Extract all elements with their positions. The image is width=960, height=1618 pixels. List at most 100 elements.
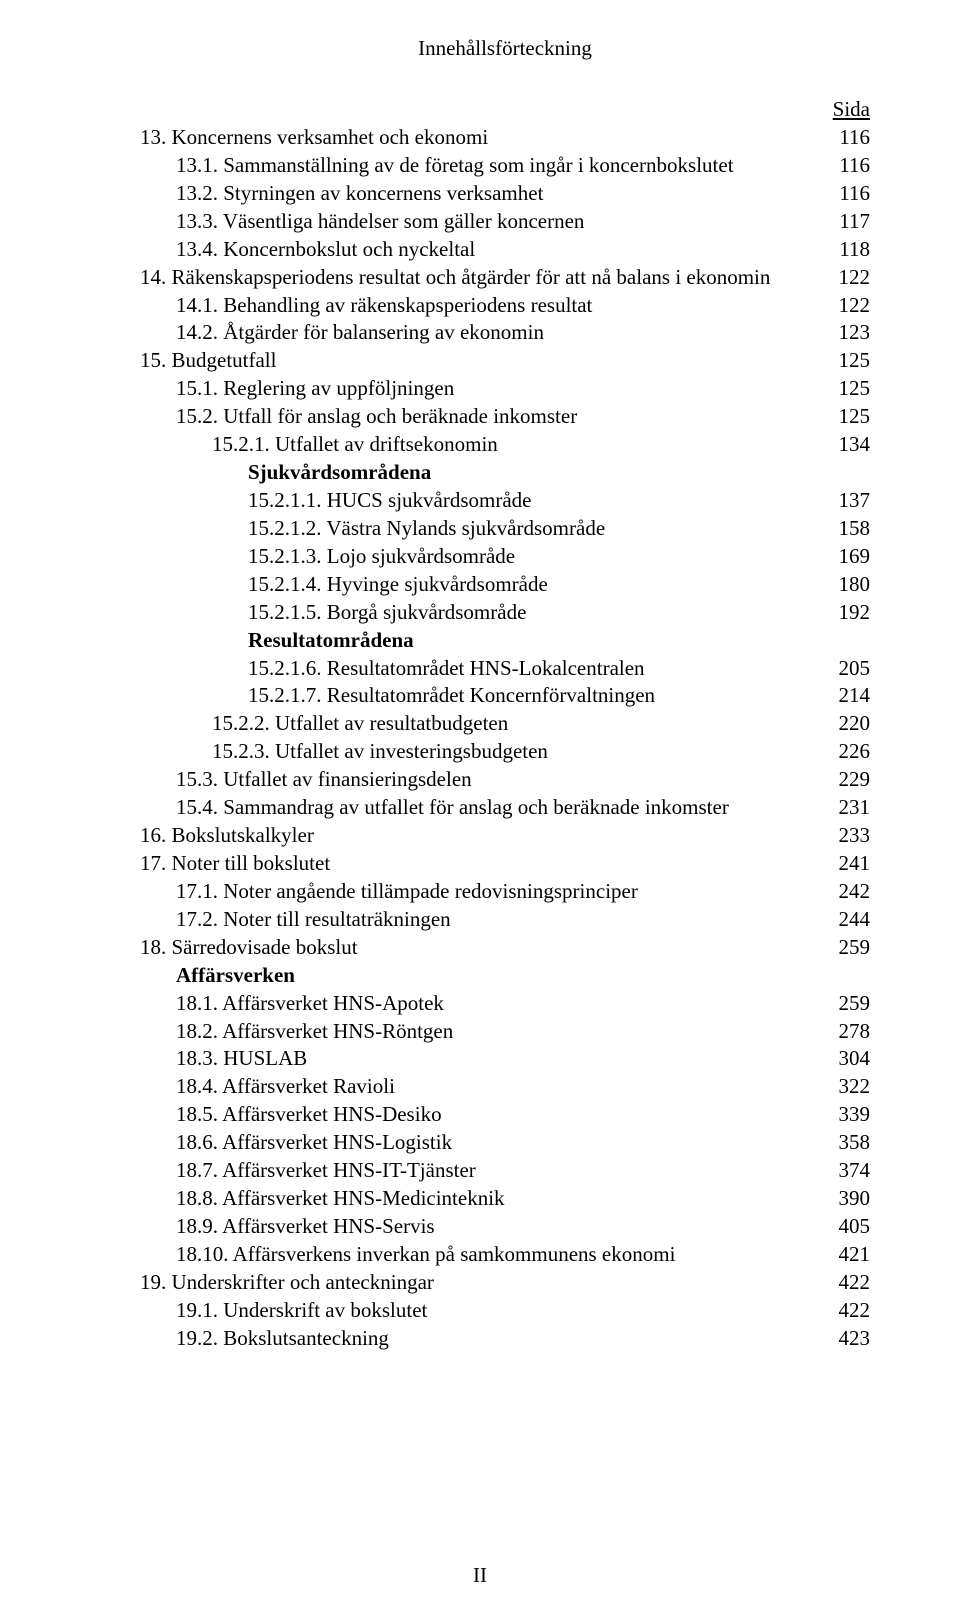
toc-entry-page: 422 (814, 1297, 870, 1325)
toc-entry-label: 15.2.1.6. Resultatområdet HNS-Lokalcentr… (140, 655, 814, 683)
toc-entry-label: Affärsverken (140, 962, 814, 990)
toc-entry-label: 18.4. Affärsverket Ravioli (140, 1073, 814, 1101)
toc-entry-page: 233 (814, 822, 870, 850)
toc-entry-page: 304 (814, 1045, 870, 1073)
toc-row: 18.10. Affärsverkens inverkan på samkomm… (140, 1241, 870, 1269)
toc-entry-page: 214 (814, 682, 870, 710)
toc-row: 18.4. Affärsverket Ravioli322 (140, 1073, 870, 1101)
toc-entry-page: 205 (814, 655, 870, 683)
toc-entry-label: 15.2.1.5. Borgå sjukvårdsområde (140, 599, 814, 627)
toc-entry-page: 405 (814, 1213, 870, 1241)
page-column-header: Sida (140, 97, 870, 122)
toc-row: 17.2. Noter till resultaträkningen244 (140, 906, 870, 934)
toc-entry-page: 226 (814, 738, 870, 766)
toc-entry-page: 169 (814, 543, 870, 571)
toc-row: 14. Räkenskapsperiodens resultat och åtg… (140, 264, 870, 292)
toc-entry-label: 19.1. Underskrift av bokslutet (140, 1297, 814, 1325)
toc-entry-label: 18.5. Affärsverket HNS-Desiko (140, 1101, 814, 1129)
toc-row: 16. Bokslutskalkyler233 (140, 822, 870, 850)
toc-row: 13.1. Sammanställning av de företag som … (140, 152, 870, 180)
toc-entry-label: 15.2.1.7. Resultatområdet Koncernförvalt… (140, 682, 814, 710)
toc-entry-label: 13.2. Styrningen av koncernens verksamhe… (140, 180, 814, 208)
toc-entry-label: 13. Koncernens verksamhet och ekonomi (140, 124, 814, 152)
toc-row: 19.1. Underskrift av bokslutet422 (140, 1297, 870, 1325)
toc-entry-page: 220 (814, 710, 870, 738)
toc-row: 13. Koncernens verksamhet och ekonomi116 (140, 124, 870, 152)
toc-row: 19.2. Bokslutsanteckning423 (140, 1325, 870, 1353)
toc-entry-page: 421 (814, 1241, 870, 1269)
toc-entry-label: 15. Budgetutfall (140, 347, 814, 375)
toc-entry-page: 118 (814, 236, 870, 264)
toc-row: 15.2.1.3. Lojo sjukvårdsområde169 (140, 543, 870, 571)
toc-entry-label: 15.2.3. Utfallet av investeringsbudgeten (140, 738, 814, 766)
toc-row: 15.2.1.4. Hyvinge sjukvårdsområde180 (140, 571, 870, 599)
toc-row: 13.3. Väsentliga händelser som gäller ko… (140, 208, 870, 236)
toc-entry-page: 122 (814, 292, 870, 320)
toc-entry-page: 134 (814, 431, 870, 459)
toc-entry-page: 116 (814, 152, 870, 180)
toc-entry-label: 17. Noter till bokslutet (140, 850, 814, 878)
toc-entry-page: 358 (814, 1129, 870, 1157)
toc-entry-label: 13.4. Koncernbokslut och nyckeltal (140, 236, 814, 264)
toc-row: 14.2. Åtgärder för balansering av ekonom… (140, 319, 870, 347)
toc-entry-label: 18.9. Affärsverket HNS-Servis (140, 1213, 814, 1241)
toc-entry-page: 241 (814, 850, 870, 878)
toc-entry-label: 15.2.2. Utfallet av resultatbudgeten (140, 710, 814, 738)
toc-row: 15. Budgetutfall125 (140, 347, 870, 375)
toc-row: 18.6. Affärsverket HNS-Logistik358 (140, 1129, 870, 1157)
toc-entry-label: 15.2.1. Utfallet av driftsekonomin (140, 431, 814, 459)
toc-row: 15.2.1.2. Västra Nylands sjukvårdsområde… (140, 515, 870, 543)
toc-entry-label: 15.3. Utfallet av finansieringsdelen (140, 766, 814, 794)
toc-entry-label: 15.2.1.2. Västra Nylands sjukvårdsområde (140, 515, 814, 543)
toc-entry-label: 19. Underskrifter och anteckningar (140, 1269, 814, 1297)
toc-entry-page: 125 (814, 347, 870, 375)
toc-entry-label: 15.2.1.1. HUCS sjukvårdsområde (140, 487, 814, 515)
toc-row: 15.2.1.1. HUCS sjukvårdsområde137 (140, 487, 870, 515)
toc-entry-page: 192 (814, 599, 870, 627)
toc-entry-page: 390 (814, 1185, 870, 1213)
toc-entry-label: 18.8. Affärsverket HNS-Medicinteknik (140, 1185, 814, 1213)
toc-entry-page: 125 (814, 403, 870, 431)
toc-row: Affärsverken (140, 962, 870, 990)
toc-entry-label: Sjukvårdsområdena (140, 459, 814, 487)
toc-row: 14.1. Behandling av räkenskapsperiodens … (140, 292, 870, 320)
page-number: II (0, 1563, 960, 1588)
toc-row: 18.7. Affärsverket HNS-IT-Tjänster374 (140, 1157, 870, 1185)
toc-entry-label: 17.1. Noter angående tillämpade redovisn… (140, 878, 814, 906)
toc-row: 13.2. Styrningen av koncernens verksamhe… (140, 180, 870, 208)
toc-row: 17.1. Noter angående tillämpade redovisn… (140, 878, 870, 906)
toc-entry-page: 116 (814, 180, 870, 208)
toc-row: 18. Särredovisade bokslut259 (140, 934, 870, 962)
toc-entry-label: 15.2. Utfall för anslag och beräknade in… (140, 403, 814, 431)
page-title: Innehållsförteckning (140, 36, 870, 61)
toc-row: 18.8. Affärsverket HNS-Medicinteknik390 (140, 1185, 870, 1213)
toc-row: 18.5. Affärsverket HNS-Desiko339 (140, 1101, 870, 1129)
document-page: Innehållsförteckning Sida 13. Koncernens… (0, 0, 960, 1618)
toc-entry-label: 18.1. Affärsverket HNS-Apotek (140, 990, 814, 1018)
toc-row: 18.2. Affärsverket HNS-Röntgen278 (140, 1018, 870, 1046)
toc-entry-label: Resultatområdena (140, 627, 814, 655)
toc-entry-label: 15.2.1.3. Lojo sjukvårdsområde (140, 543, 814, 571)
toc-entry-page: 117 (814, 208, 870, 236)
toc-entry-label: 13.3. Väsentliga händelser som gäller ko… (140, 208, 814, 236)
toc-row: Resultatområdena (140, 627, 870, 655)
toc-entry-label: 16. Bokslutskalkyler (140, 822, 814, 850)
toc-row: 15.3. Utfallet av finansieringsdelen229 (140, 766, 870, 794)
toc-row: 13.4. Koncernbokslut och nyckeltal118 (140, 236, 870, 264)
toc-row: Sjukvårdsområdena (140, 459, 870, 487)
toc-entry-label: 15.1. Reglering av uppföljningen (140, 375, 814, 403)
toc-entry-page: 259 (814, 934, 870, 962)
toc-entry-label: 14. Räkenskapsperiodens resultat och åtg… (140, 264, 814, 292)
toc-entry-label: 15.2.1.4. Hyvinge sjukvårdsområde (140, 571, 814, 599)
toc-entry-label: 17.2. Noter till resultaträkningen (140, 906, 814, 934)
toc-row: 19. Underskrifter och anteckningar422 (140, 1269, 870, 1297)
toc-row: 18.3. HUSLAB304 (140, 1045, 870, 1073)
toc-entry-label: 18.2. Affärsverket HNS-Röntgen (140, 1018, 814, 1046)
toc-entry-label: 18.6. Affärsverket HNS-Logistik (140, 1129, 814, 1157)
toc-entry-page: 339 (814, 1101, 870, 1129)
toc-entry-page: 158 (814, 515, 870, 543)
toc-entry-page: 137 (814, 487, 870, 515)
toc-row: 15.4. Sammandrag av utfallet för anslag … (140, 794, 870, 822)
toc-entry-page: 125 (814, 375, 870, 403)
toc-entry-page: 322 (814, 1073, 870, 1101)
